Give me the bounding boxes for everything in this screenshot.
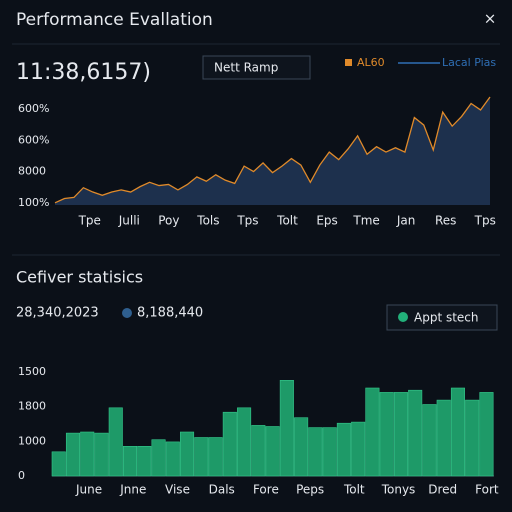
bar [237,407,252,477]
x-axis-label: Eps [316,214,337,228]
bar [108,407,123,477]
bar [151,439,166,477]
stat-dot [122,308,132,318]
x-axis-label: Tols [196,214,219,228]
bar [393,392,408,477]
bar [65,432,81,477]
bar [51,451,66,477]
x-axis-label: Tonys [381,483,416,497]
ramp-button-label: Nett Ramp [214,61,278,75]
bar [265,426,280,477]
legend-label: Lacal Pias [442,56,496,69]
bar [180,431,195,477]
header-title: Performance Evallation [16,10,213,30]
bar [408,389,423,477]
y-axis-label: 1800 [18,400,46,413]
bar [336,422,351,477]
bar [322,427,337,477]
x-axis-label: Poy [158,214,179,228]
x-axis-label: June [75,483,102,497]
x-axis-label: Fore [253,483,279,497]
big-number: 11:38,6157) [16,60,151,85]
x-axis-label: Tme [352,214,379,228]
x-axis-label: Dals [209,483,235,497]
stat-b: 8,188,440 [137,306,203,321]
y-axis-label: 1000 [18,434,46,447]
x-axis-label: Tolt [276,214,298,228]
bar [308,427,323,477]
stat-a: 28,340,2023 [16,306,99,321]
x-axis-label: Dred [428,483,457,497]
y-axis-label: 1500 [18,365,46,378]
bar [137,445,152,477]
bar [436,399,451,477]
x-axis-label: Res [435,214,456,228]
x-axis-label: Tps [474,214,496,228]
x-axis-label: Peps [296,483,324,497]
y-axis-label: 8000 [18,165,46,178]
bar [422,404,437,477]
bar [365,387,380,477]
x-axis-label: Jnne [119,483,146,497]
button-dot [398,312,408,322]
bar [222,411,237,477]
bar [450,387,465,477]
bar [465,399,480,477]
bar [165,441,180,477]
section-title: Cefiver statisics [16,268,143,287]
bar [194,437,209,477]
y-axis-label: 100% [18,196,49,209]
x-axis-label: Tpe [78,214,101,228]
bar [294,417,309,477]
x-axis-label: Julli [118,214,140,228]
ramp-button[interactable] [202,55,311,80]
bar [122,445,138,477]
bar [479,392,494,477]
stech-button-label: Appt stech [414,311,479,325]
bar [80,431,95,477]
x-axis-label: Tps [236,214,258,228]
area-fill [55,97,490,205]
bar [351,421,366,477]
bar [251,425,266,477]
area-line [54,96,491,204]
x-axis-label: Jan [396,214,416,228]
bar [94,432,109,477]
bar [208,437,223,477]
legend-swatch [345,59,352,66]
x-axis-label: Fort [475,483,499,497]
y-axis-label: 600% [18,102,49,115]
x-axis-label: Tolt [343,483,365,497]
y-axis-label: 600% [18,133,49,146]
y-axis-label: 0 [18,469,25,482]
x-axis-label: Vise [165,483,190,497]
bar [279,379,294,477]
close-button[interactable]: × [484,10,497,28]
legend-label: AL60 [357,56,385,69]
bar [379,392,394,477]
